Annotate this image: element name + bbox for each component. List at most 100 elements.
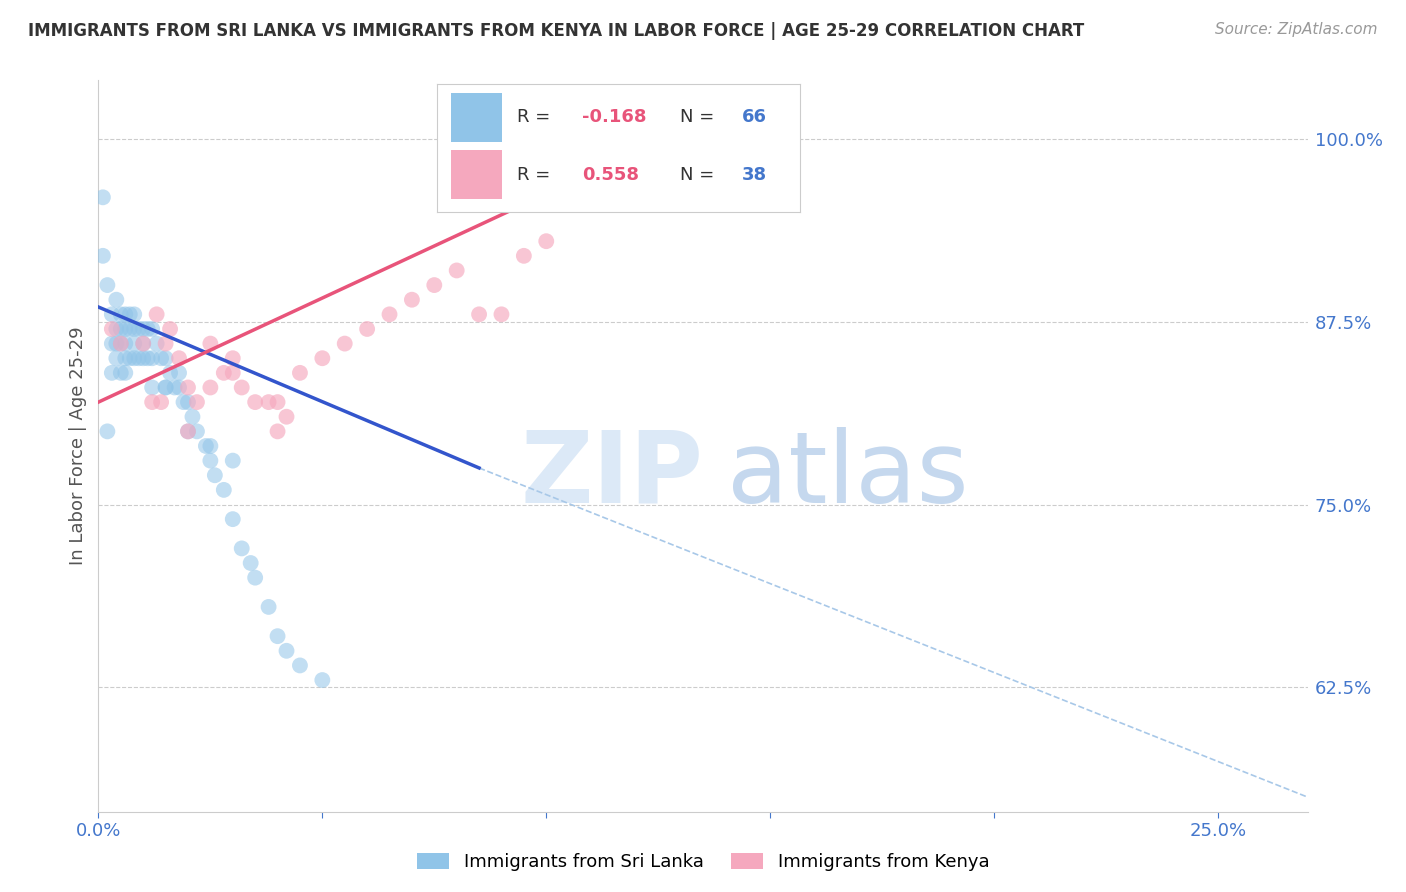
Point	[101, 322, 124, 336]
Text: ZIP: ZIP	[520, 426, 703, 524]
Point	[114, 351, 136, 366]
Point	[200, 380, 222, 394]
Point	[239, 556, 262, 570]
Point	[401, 293, 423, 307]
Point	[231, 541, 253, 556]
Point	[136, 351, 159, 366]
Point	[212, 483, 235, 497]
Point	[222, 351, 245, 366]
Point	[110, 336, 132, 351]
Point	[141, 322, 163, 336]
Point	[128, 351, 150, 366]
Point	[132, 336, 155, 351]
Point	[624, 132, 647, 146]
Point	[105, 351, 128, 366]
Point	[118, 351, 141, 366]
Point	[145, 307, 167, 321]
Point	[579, 190, 602, 204]
Point	[145, 336, 167, 351]
Point	[122, 351, 145, 366]
Point	[311, 351, 333, 366]
Point	[167, 351, 190, 366]
Point	[105, 322, 128, 336]
Point	[167, 380, 190, 394]
Point	[141, 351, 163, 366]
Point	[204, 468, 226, 483]
Point	[333, 336, 356, 351]
Point	[194, 439, 217, 453]
Point	[101, 336, 124, 351]
Point	[101, 307, 124, 321]
Point	[356, 322, 378, 336]
Point	[163, 380, 186, 394]
Point	[513, 249, 536, 263]
Point	[141, 380, 163, 394]
Point	[222, 512, 245, 526]
Point	[110, 322, 132, 336]
Point	[114, 307, 136, 321]
Point	[91, 190, 114, 204]
Point	[243, 395, 266, 409]
Point	[96, 425, 118, 439]
Point	[177, 425, 200, 439]
Point	[311, 673, 333, 687]
Point	[122, 336, 145, 351]
Point	[91, 249, 114, 263]
Point	[212, 366, 235, 380]
Point	[276, 409, 298, 424]
Point	[155, 380, 177, 394]
Y-axis label: In Labor Force | Age 25-29: In Labor Force | Age 25-29	[69, 326, 87, 566]
Point	[186, 425, 208, 439]
Point	[423, 278, 446, 293]
Point	[602, 161, 624, 175]
Point	[167, 366, 190, 380]
Point	[173, 395, 195, 409]
Point	[150, 395, 173, 409]
Legend: Immigrants from Sri Lanka, Immigrants from Kenya: Immigrants from Sri Lanka, Immigrants fr…	[409, 846, 997, 879]
Point	[491, 307, 513, 321]
Point	[110, 307, 132, 321]
Point	[122, 307, 145, 321]
Point	[378, 307, 401, 321]
Point	[177, 425, 200, 439]
Point	[136, 322, 159, 336]
Point	[114, 322, 136, 336]
Point	[122, 322, 145, 336]
Point	[128, 322, 150, 336]
Point	[257, 395, 280, 409]
Point	[101, 366, 124, 380]
Point	[177, 380, 200, 394]
Point	[114, 336, 136, 351]
Point	[177, 395, 200, 409]
Point	[114, 366, 136, 380]
Text: IMMIGRANTS FROM SRI LANKA VS IMMIGRANTS FROM KENYA IN LABOR FORCE | AGE 25-29 CO: IMMIGRANTS FROM SRI LANKA VS IMMIGRANTS …	[28, 22, 1084, 40]
Point	[536, 234, 558, 248]
Point	[159, 366, 181, 380]
Point	[110, 366, 132, 380]
Point	[118, 307, 141, 321]
Point	[132, 336, 155, 351]
Point	[200, 336, 222, 351]
Point	[150, 351, 173, 366]
Point	[159, 322, 181, 336]
Point	[118, 322, 141, 336]
Point	[155, 336, 177, 351]
Point	[132, 322, 155, 336]
Point	[105, 293, 128, 307]
Point	[186, 395, 208, 409]
Text: Source: ZipAtlas.com: Source: ZipAtlas.com	[1215, 22, 1378, 37]
Point	[96, 278, 118, 293]
Point	[181, 409, 204, 424]
Point	[222, 453, 245, 467]
Point	[266, 395, 288, 409]
Point	[276, 644, 298, 658]
Point	[266, 425, 288, 439]
Point	[222, 366, 245, 380]
Point	[288, 658, 311, 673]
Point	[200, 453, 222, 467]
Point	[200, 439, 222, 453]
Point	[141, 395, 163, 409]
Point	[266, 629, 288, 643]
Point	[110, 336, 132, 351]
Point	[446, 263, 468, 277]
